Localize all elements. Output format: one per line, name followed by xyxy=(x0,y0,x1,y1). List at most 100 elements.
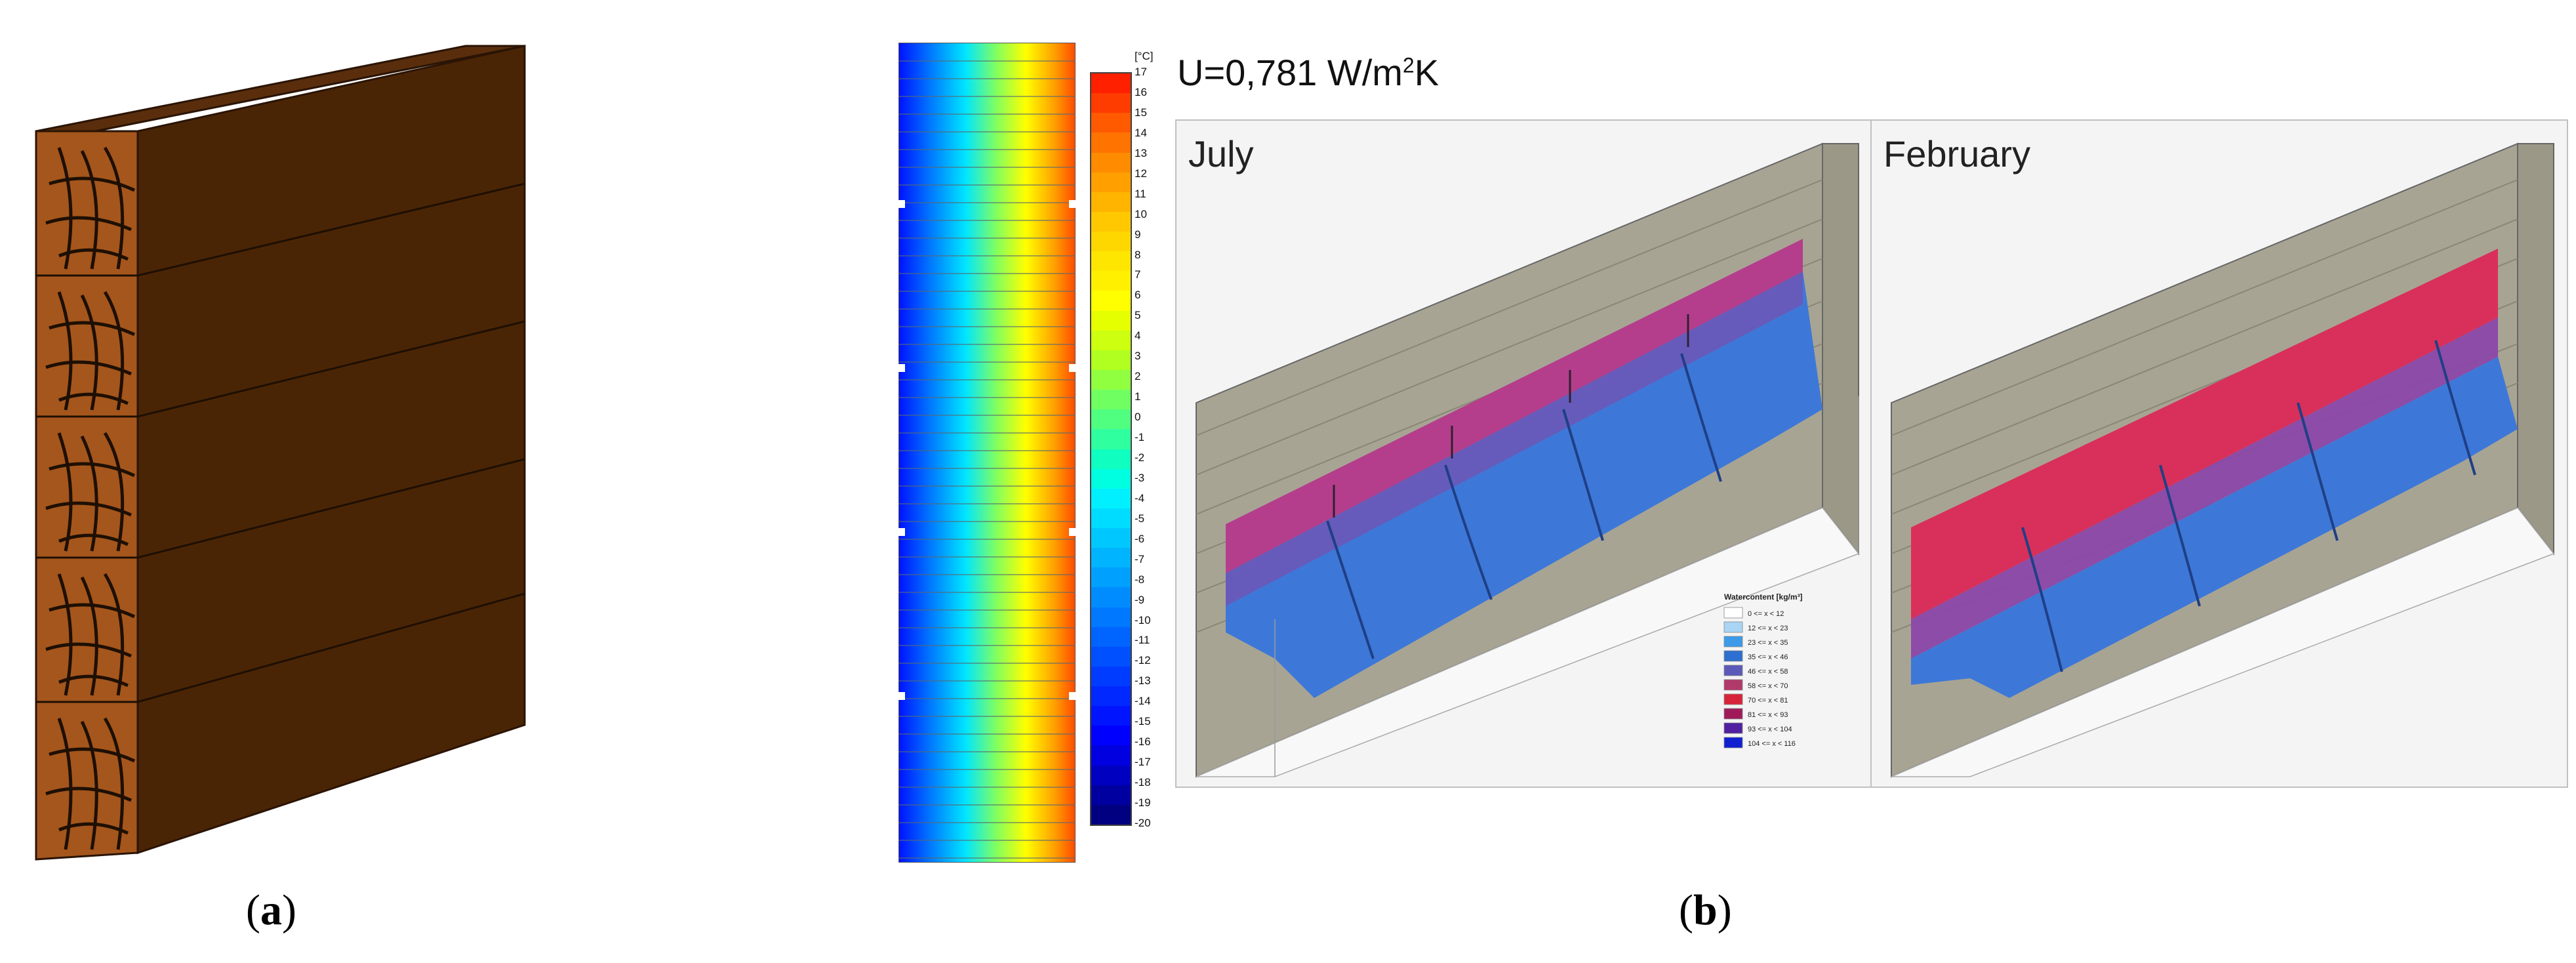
colorbar-tick: -16 xyxy=(1135,735,1151,748)
colorbar-swatch xyxy=(1091,211,1131,232)
colorbar-swatch xyxy=(1091,409,1131,430)
colorbar-tick: 11 xyxy=(1135,187,1146,200)
legend-swatch xyxy=(1723,708,1743,720)
february-3d-surface xyxy=(1891,142,2555,778)
colorbar-tick: -9 xyxy=(1135,593,1145,606)
july-3d-surface: Watercontent [kg/m³] 0 <= x < 12 12 <= x <… xyxy=(1196,142,1860,778)
panel-b-caption: (b) xyxy=(1679,886,1732,934)
colorbar-swatch xyxy=(1091,607,1131,628)
colorbar-swatch xyxy=(1091,152,1131,173)
colorbar-tick: -6 xyxy=(1135,532,1145,545)
temperature-field-strip xyxy=(898,43,1076,863)
colorbar-swatch xyxy=(1091,646,1131,667)
colorbar-tick: 16 xyxy=(1135,85,1147,98)
colorbar-tick: 1 xyxy=(1135,390,1141,403)
colorbar-tick: 14 xyxy=(1135,126,1147,139)
colorbar-tick: 17 xyxy=(1135,66,1147,78)
colorbar-swatch xyxy=(1091,804,1131,825)
legend-label: 0 <= x < 12 xyxy=(1748,610,1784,618)
colorbar-tick: 6 xyxy=(1135,289,1141,302)
colorbar-tick: -4 xyxy=(1135,491,1145,504)
colorbar-swatch xyxy=(1091,449,1131,470)
watercontent-legend: Watercontent [kg/m³] 0 <= x < 12 12 <= x <… xyxy=(1723,592,1803,748)
legend-swatch xyxy=(1723,722,1743,734)
legend-swatch xyxy=(1723,737,1743,748)
colorbar-tick: 9 xyxy=(1135,228,1141,241)
colorbar-swatch xyxy=(1091,686,1131,707)
colorbar-swatch xyxy=(1091,172,1131,193)
colorbar-tick: -12 xyxy=(1135,654,1151,667)
colorbar-tick: -19 xyxy=(1135,796,1151,809)
colorbar-swatch xyxy=(1091,468,1131,489)
legend-label: 46 <= x < 58 xyxy=(1748,668,1788,676)
colorbar-tick: -8 xyxy=(1135,573,1145,586)
end-grain-pattern xyxy=(45,146,136,850)
colorbar-swatch xyxy=(1091,350,1131,371)
colorbar-swatch xyxy=(1091,548,1131,568)
colorbar-unit: [°C] xyxy=(1135,50,1154,62)
legend-label: 35 <= x < 46 xyxy=(1748,653,1788,661)
colorbar-tick: -3 xyxy=(1135,471,1145,484)
panel-a-caption: (a) xyxy=(246,886,296,934)
colorbar-swatch xyxy=(1091,73,1131,94)
legend-swatch xyxy=(1723,607,1743,619)
colorbar-swatch xyxy=(1091,251,1131,272)
colorbar-swatch xyxy=(1091,232,1131,252)
u-value-label: U=0,781 W/m2K xyxy=(1177,52,1439,93)
february-plot-panel: February xyxy=(1870,119,2568,788)
colorbar-tick: 2 xyxy=(1135,370,1141,383)
colorbar-swatch xyxy=(1091,567,1131,588)
colorbar-swatch xyxy=(1091,765,1131,786)
colorbar-tick: -2 xyxy=(1135,451,1145,464)
colorbar-tick: 7 xyxy=(1135,268,1141,281)
colorbar-tick: 8 xyxy=(1135,248,1141,261)
colorbar-tick: -5 xyxy=(1135,512,1145,525)
colorbar-tick: -11 xyxy=(1135,634,1150,647)
colorbar-swatch xyxy=(1091,706,1131,726)
colorbar-swatch xyxy=(1091,745,1131,766)
clt-wall-drawing xyxy=(35,45,526,861)
colorbar-swatch xyxy=(1091,508,1131,529)
legend-label: 58 <= x < 70 xyxy=(1748,682,1788,690)
colorbar-tick: 10 xyxy=(1135,207,1147,220)
colorbar-tick: 4 xyxy=(1135,329,1141,342)
colorbar-swatch xyxy=(1091,271,1131,291)
colorbar-tick: -20 xyxy=(1135,817,1151,829)
colorbar-swatch xyxy=(1091,369,1131,390)
wall-front-face xyxy=(136,45,526,855)
july-plot-panel: Watercontent [kg/m³] 0 <= x < 12 12 <= x <… xyxy=(1175,119,1873,788)
legend-swatch xyxy=(1723,679,1743,691)
colorbar-swatch xyxy=(1091,310,1131,331)
legend-label: 23 <= x < 35 xyxy=(1748,639,1788,647)
legend-swatch xyxy=(1723,665,1743,676)
legend-label: 12 <= x < 23 xyxy=(1748,625,1788,632)
legend-label: 70 <= x < 81 xyxy=(1748,697,1788,705)
colorbar-tick: -1 xyxy=(1135,431,1145,444)
wall-side-face xyxy=(35,130,139,861)
colorbar-swatch xyxy=(1091,528,1131,548)
colorbar-swatch xyxy=(1091,93,1131,113)
legend-label: 81 <= x < 93 xyxy=(1748,711,1788,719)
colorbar-tick: -15 xyxy=(1135,715,1151,728)
legend-swatch xyxy=(1723,693,1743,705)
legend-title: Watercontent [kg/m³] xyxy=(1724,592,1803,602)
colorbar-swatch xyxy=(1091,113,1131,133)
colorbar-tick: -14 xyxy=(1135,695,1151,708)
legend-swatch xyxy=(1723,650,1743,662)
colorbar-tick: -18 xyxy=(1135,776,1151,789)
colorbar-swatch xyxy=(1091,785,1131,806)
colorbar-tick: -7 xyxy=(1135,552,1145,565)
february-title: February xyxy=(1883,133,2031,174)
colorbar-tick: 0 xyxy=(1135,411,1141,424)
colorbar-swatch xyxy=(1091,192,1131,213)
colorbar-tick: 12 xyxy=(1135,167,1147,180)
legend-label: 93 <= x < 104 xyxy=(1748,726,1792,733)
colorbar-swatch xyxy=(1091,626,1131,647)
temperature-colorbar xyxy=(1090,72,1132,826)
colorbar-tick: 15 xyxy=(1135,106,1147,119)
colorbar-tick: -13 xyxy=(1135,674,1151,687)
colorbar-swatch xyxy=(1091,390,1131,410)
colorbar-swatch xyxy=(1091,133,1131,154)
colorbar-swatch xyxy=(1091,291,1131,312)
colorbar-tick: 13 xyxy=(1135,146,1147,159)
